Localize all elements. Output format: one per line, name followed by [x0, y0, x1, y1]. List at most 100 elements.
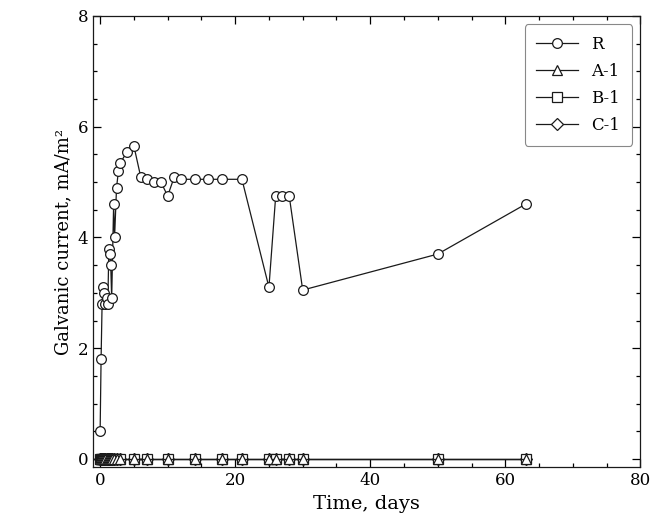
R: [97, 356, 105, 363]
B-1: [97, 456, 105, 462]
A-1: [299, 456, 307, 462]
C-1: [97, 456, 105, 462]
A-1: [163, 456, 171, 462]
A-1: [101, 456, 109, 462]
C-1: [109, 456, 117, 462]
A-1: [98, 456, 106, 462]
R: [170, 173, 178, 179]
C-1: [107, 456, 115, 462]
B-1: [104, 456, 112, 462]
C-1: [143, 456, 151, 462]
C-1: [130, 456, 138, 462]
R: [113, 184, 121, 191]
C-1: [238, 456, 246, 462]
A-1: [130, 456, 138, 462]
B-1: [100, 456, 108, 462]
B-1: [434, 456, 442, 462]
C-1: [522, 456, 530, 462]
A-1: [191, 456, 199, 462]
R: [116, 159, 124, 166]
X-axis label: Time, days: Time, days: [313, 495, 420, 513]
C-1: [265, 456, 273, 462]
C-1: [98, 456, 106, 462]
Line: B-1: B-1: [95, 454, 530, 464]
B-1: [130, 456, 138, 462]
B-1: [285, 456, 293, 462]
C-1: [100, 456, 108, 462]
C-1: [96, 456, 104, 462]
A-1: [96, 456, 104, 462]
C-1: [105, 456, 113, 462]
A-1: [104, 456, 112, 462]
A-1: [106, 456, 114, 462]
R: [271, 193, 279, 199]
C-1: [191, 456, 199, 462]
A-1: [116, 456, 124, 462]
R: [100, 289, 108, 296]
C-1: [101, 456, 109, 462]
Legend: R, A-1, B-1, C-1: R, A-1, B-1, C-1: [525, 24, 632, 145]
A-1: [143, 456, 151, 462]
R: [96, 428, 104, 434]
Line: R: R: [95, 141, 530, 436]
A-1: [107, 456, 115, 462]
R: [130, 143, 138, 149]
B-1: [238, 456, 246, 462]
A-1: [434, 456, 442, 462]
R: [104, 301, 112, 307]
A-1: [113, 456, 121, 462]
R: [434, 251, 442, 257]
R: [107, 295, 115, 302]
R: [123, 149, 131, 155]
R: [157, 179, 165, 185]
A-1: [265, 456, 273, 462]
R: [109, 201, 117, 208]
R: [278, 193, 286, 199]
B-1: [522, 456, 530, 462]
A-1: [217, 456, 225, 462]
B-1: [101, 456, 109, 462]
R: [137, 173, 145, 179]
B-1: [217, 456, 225, 462]
R: [111, 234, 119, 241]
Line: A-1: A-1: [95, 454, 530, 464]
B-1: [106, 456, 114, 462]
C-1: [299, 456, 307, 462]
R: [217, 176, 225, 183]
R: [143, 176, 151, 183]
R: [98, 301, 106, 307]
A-1: [271, 456, 279, 462]
B-1: [107, 456, 115, 462]
C-1: [106, 456, 114, 462]
R: [115, 168, 123, 174]
R: [177, 176, 185, 183]
B-1: [191, 456, 199, 462]
C-1: [285, 456, 293, 462]
R: [522, 201, 530, 208]
C-1: [113, 456, 121, 462]
B-1: [116, 456, 124, 462]
B-1: [265, 456, 273, 462]
R: [101, 301, 109, 307]
C-1: [217, 456, 225, 462]
R: [299, 287, 307, 293]
A-1: [100, 456, 108, 462]
A-1: [285, 456, 293, 462]
R: [99, 284, 107, 290]
Y-axis label: Galvanic current, mA/m²: Galvanic current, mA/m²: [54, 129, 72, 355]
R: [106, 251, 114, 257]
B-1: [98, 456, 106, 462]
C-1: [103, 456, 111, 462]
C-1: [163, 456, 171, 462]
B-1: [113, 456, 121, 462]
B-1: [271, 456, 279, 462]
A-1: [97, 456, 105, 462]
B-1: [103, 456, 111, 462]
R: [191, 176, 199, 183]
A-1: [107, 456, 115, 462]
R: [107, 262, 115, 268]
R: [103, 295, 111, 302]
R: [204, 176, 212, 183]
B-1: [109, 456, 117, 462]
R: [150, 179, 158, 185]
